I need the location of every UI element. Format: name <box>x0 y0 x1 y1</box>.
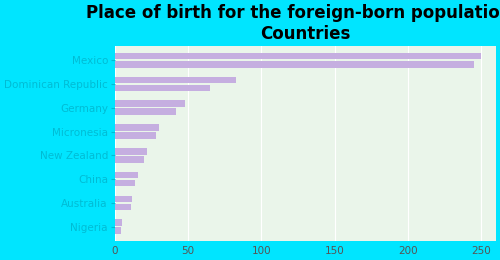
Bar <box>115 132 156 139</box>
Bar <box>115 124 159 131</box>
Bar <box>115 100 185 107</box>
Bar <box>115 219 122 226</box>
Bar <box>115 85 210 91</box>
Bar <box>115 108 176 115</box>
Bar <box>115 228 120 234</box>
Bar <box>115 156 144 163</box>
Bar <box>115 204 131 210</box>
Bar <box>115 77 236 83</box>
Bar <box>115 61 474 68</box>
Bar <box>115 180 136 186</box>
Bar <box>115 196 132 202</box>
Bar <box>115 53 481 60</box>
Bar <box>115 148 147 155</box>
Bar <box>115 172 138 178</box>
Title: Place of birth for the foreign-born population -
Countries: Place of birth for the foreign-born popu… <box>86 4 500 43</box>
